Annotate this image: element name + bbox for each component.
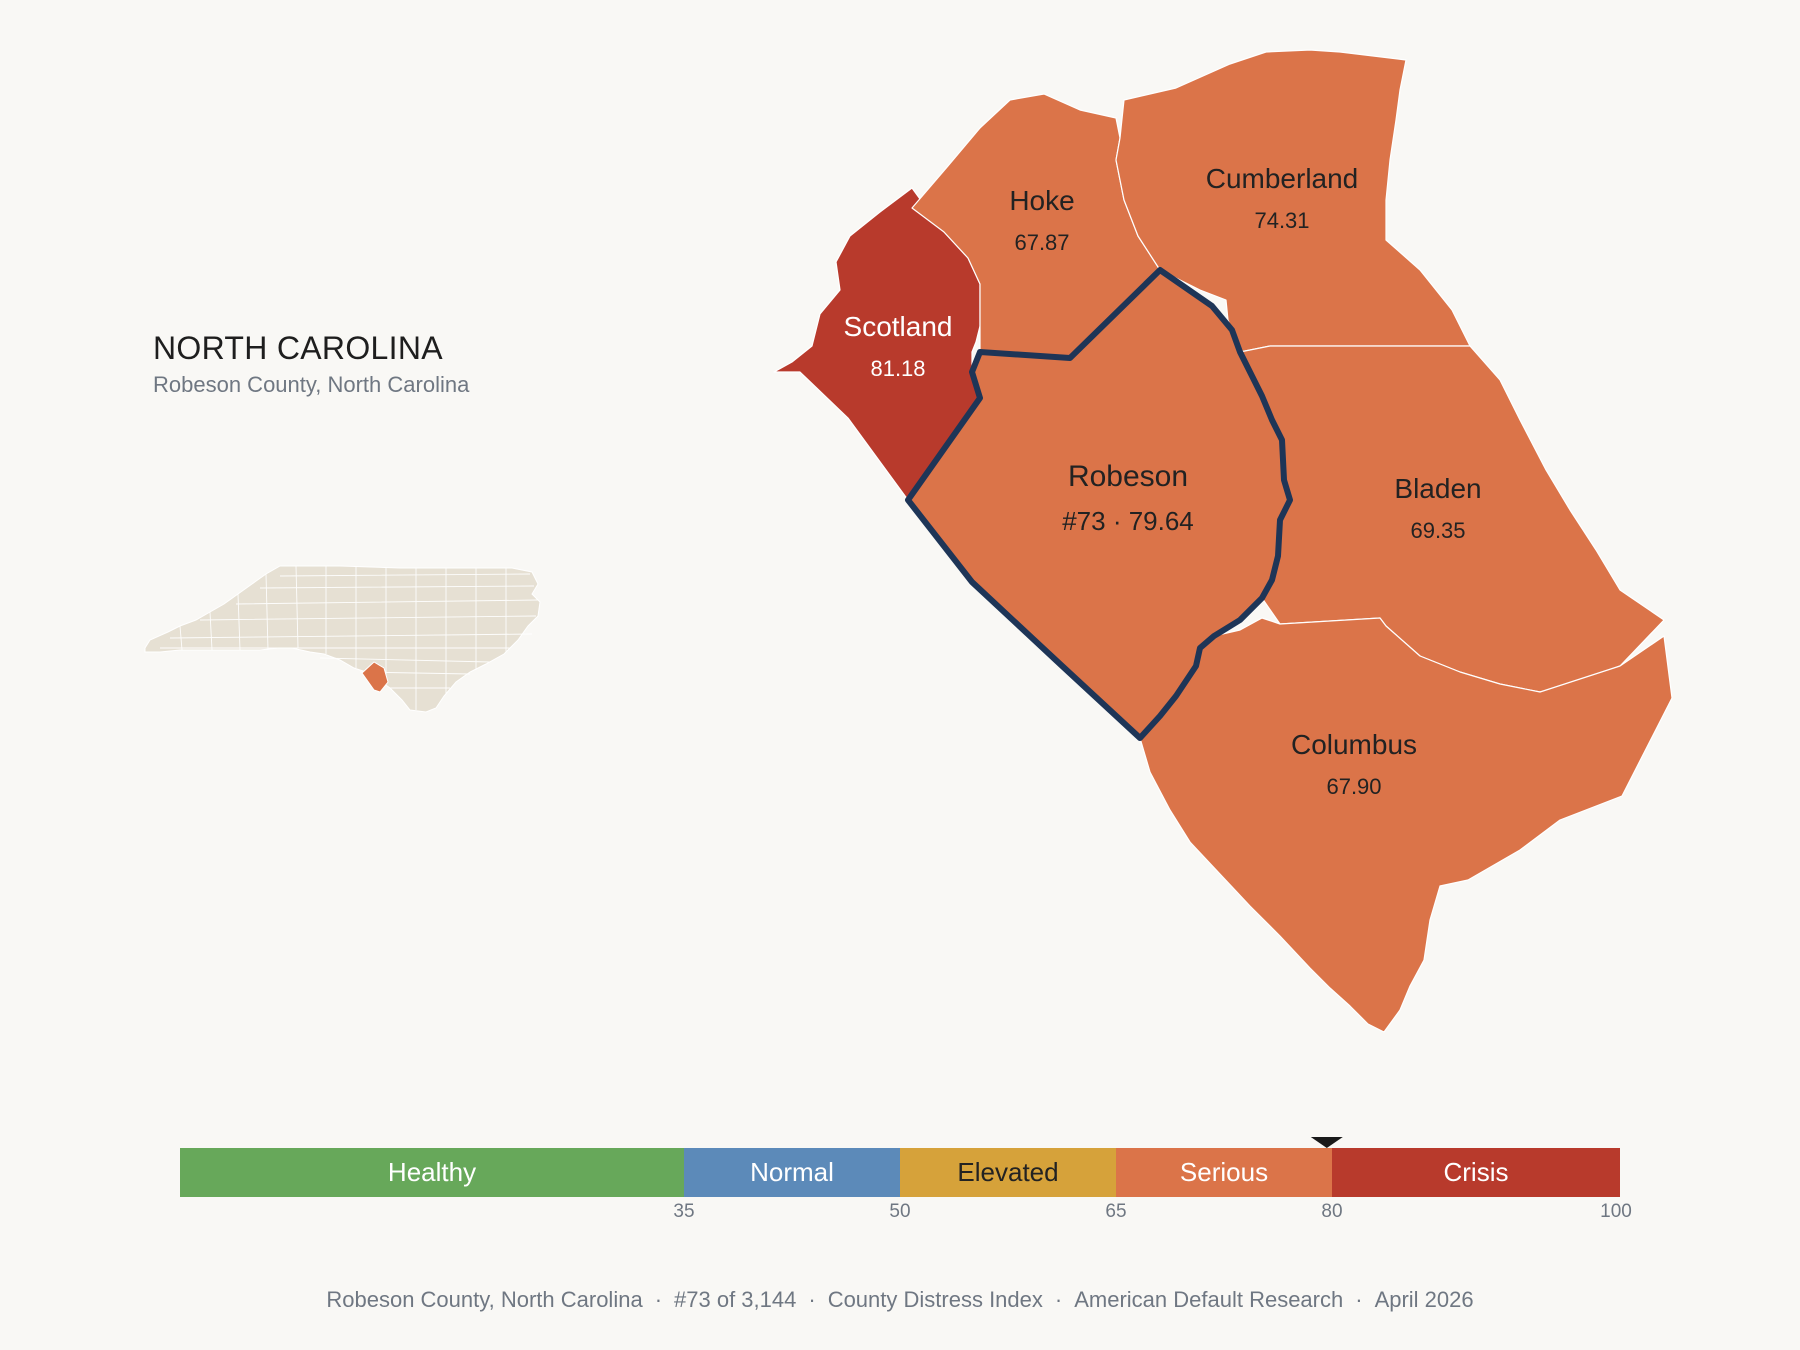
county-value-bladen: 69.35 [1410, 518, 1465, 543]
current-value-marker [1310, 1137, 1343, 1148]
legend-label-healthy: Healthy [388, 1157, 476, 1187]
county-columbus[interactable] [1139, 617, 1673, 1033]
legend-segment-crisis [1332, 1148, 1620, 1197]
county-label-cumberland: Cumberland [1206, 163, 1359, 194]
page-subtitle: Robeson County, North Carolina [153, 372, 470, 397]
legend-segment-normal [684, 1148, 900, 1197]
footer-county: Robeson County, North Carolina [326, 1287, 643, 1312]
page-title: NORTH CAROLINA [153, 330, 443, 366]
footer-rank: #73 of 3,144 [674, 1287, 797, 1312]
county-value-robeson: #73 · 79.64 [1062, 506, 1194, 536]
county-label-columbus: Columbus [1291, 729, 1417, 760]
legend-tick-65: 65 [1105, 1201, 1126, 1222]
legend-segment-serious [1116, 1148, 1332, 1197]
legend-label-serious: Serious [1180, 1157, 1268, 1187]
distress-scale-legend: Healthy Normal Elevated Serious Crisis 3… [180, 1137, 1632, 1222]
legend-tick-35: 35 [673, 1201, 694, 1222]
legend-tick-50: 50 [889, 1201, 910, 1222]
county-label-robeson: Robeson [1068, 460, 1188, 493]
legend-segment-healthy [180, 1148, 684, 1197]
legend-tick-100: 100 [1600, 1201, 1632, 1222]
county-label-hoke: Hoke [1009, 185, 1074, 216]
county-map: Scotland 81.18 Hoke 67.87 Cumberland 74.… [773, 49, 1673, 1033]
county-cumberland[interactable] [1115, 49, 1471, 353]
legend-label-crisis: Crisis [1444, 1157, 1509, 1187]
legend-segment-elevated [900, 1148, 1116, 1197]
legend-label-elevated: Elevated [957, 1157, 1058, 1187]
county-value-cumberland: 74.31 [1254, 208, 1309, 233]
state-locator-map [144, 565, 541, 713]
robeson-highlight-border [905, 267, 1293, 741]
footer-source: American Default Research [1074, 1287, 1344, 1312]
footer-date: April 2026 [1374, 1287, 1474, 1312]
county-value-scotland: 81.18 [870, 356, 925, 381]
footer-index: County Distress Index [827, 1287, 1043, 1312]
county-value-columbus: 67.90 [1326, 774, 1381, 799]
county-value-hoke: 67.87 [1014, 230, 1069, 255]
legend-tick-80: 80 [1321, 1201, 1342, 1222]
robeson-locator-highlight [361, 661, 389, 693]
legend-label-normal: Normal [750, 1157, 834, 1187]
county-label-scotland: Scotland [844, 311, 953, 342]
footer-caption: Robeson County, North Carolina · #73 of 3,… [326, 1287, 1474, 1312]
county-label-bladen: Bladen [1394, 473, 1481, 504]
